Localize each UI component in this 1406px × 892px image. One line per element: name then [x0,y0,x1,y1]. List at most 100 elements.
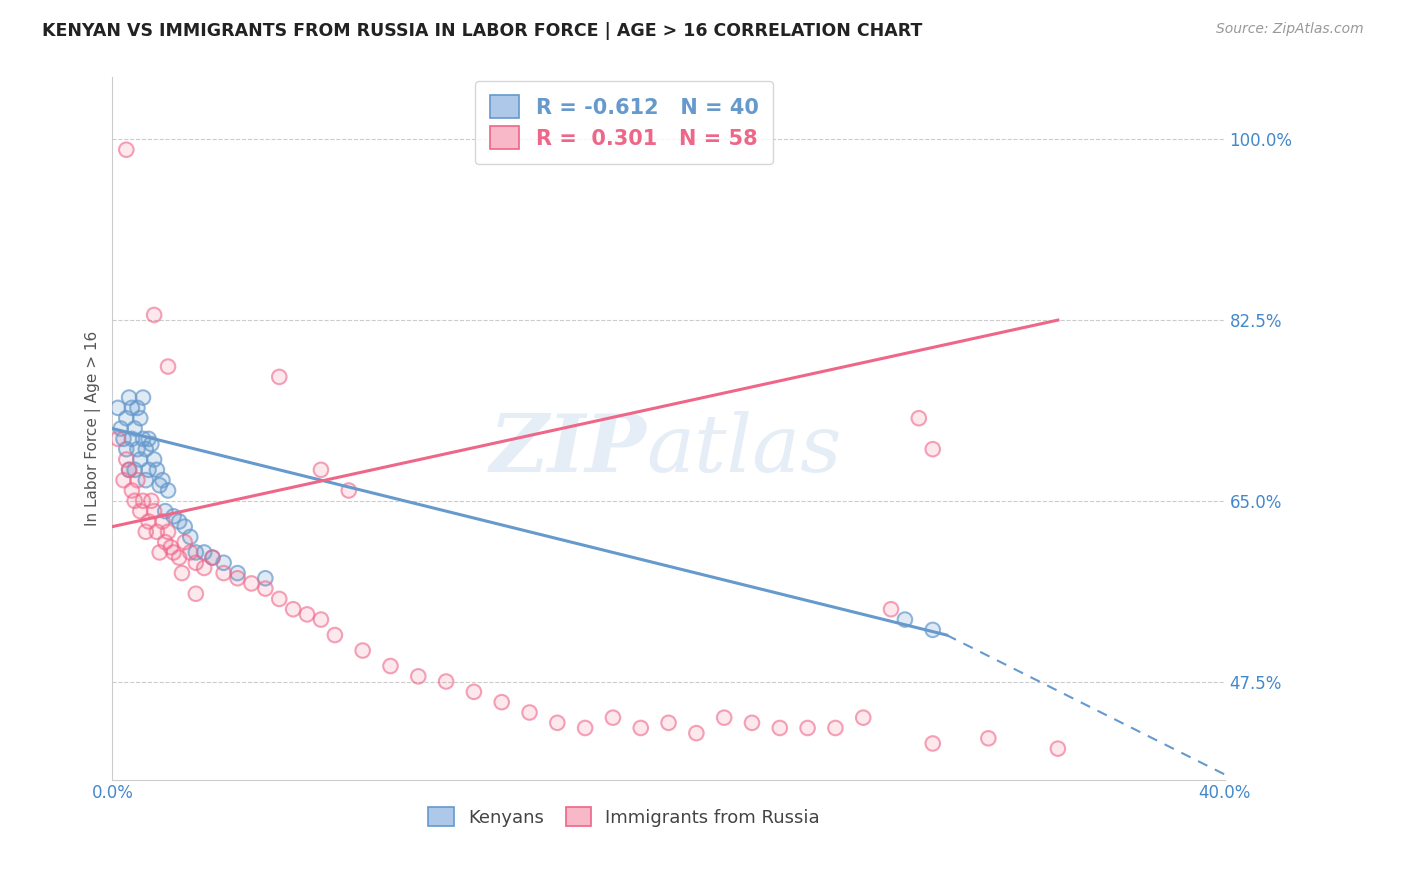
Point [141,437,163,451]
Point [143,452,166,467]
Legend: Kenyans, Immigrants from Russia: Kenyans, Immigrants from Russia [420,800,827,834]
Point [143,308,166,322]
Point [179,530,201,544]
Point [115,143,138,157]
Point [138,463,160,477]
Point [254,571,277,585]
Point [152,515,174,529]
Point [193,561,215,575]
Point [226,566,249,580]
Point [323,628,346,642]
Point [129,411,152,425]
Point [162,509,184,524]
Point [167,515,190,529]
Point [824,721,846,735]
Point [685,726,707,740]
Point [124,463,146,477]
Point [127,442,149,457]
Point [159,541,181,555]
Point [121,401,143,415]
Point [894,613,917,627]
Point [380,659,402,673]
Point [135,473,157,487]
Point [269,370,291,384]
Point [713,711,735,725]
Point [880,602,903,616]
Point [380,659,402,673]
Point [129,452,152,467]
Point [155,504,177,518]
Point [143,452,166,467]
Point [129,504,152,518]
Point [283,602,305,616]
Point [212,556,235,570]
Point [152,473,174,487]
Point [112,432,135,446]
Point [143,504,166,518]
Point [658,715,681,730]
Point [269,370,291,384]
Point [824,721,846,735]
Point [138,432,160,446]
Point [408,669,430,683]
Point [135,524,157,539]
Point [155,535,177,549]
Point [908,411,931,425]
Point [309,463,332,477]
Point [184,556,207,570]
Point [157,524,180,539]
Point [127,401,149,415]
Point [212,556,235,570]
Point [112,432,135,446]
Point [630,721,652,735]
Point [434,674,457,689]
Point [630,721,652,735]
Point [127,401,149,415]
Point [880,602,903,616]
Point [124,463,146,477]
Point [295,607,318,622]
Point [110,421,132,435]
Point [283,602,305,616]
Point [352,643,374,657]
Point [138,515,160,529]
Point [149,545,172,559]
Point [201,550,224,565]
Point [173,519,195,533]
Point [132,493,155,508]
Point [212,566,235,580]
Point [170,566,193,580]
Point [141,493,163,508]
Point [162,509,184,524]
Point [309,463,332,477]
Point [121,401,143,415]
Point [796,721,818,735]
Point [769,721,792,735]
Point [201,550,224,565]
Point [146,463,169,477]
Point [129,452,152,467]
Point [184,556,207,570]
Point [157,483,180,498]
Point [115,442,138,457]
Point [921,623,943,637]
Point [1046,741,1069,756]
Point [129,411,152,425]
Point [132,391,155,405]
Point [212,566,235,580]
Point [796,721,818,735]
Point [269,591,291,606]
Point [115,452,138,467]
Point [173,535,195,549]
Point [124,421,146,435]
Point [574,721,596,735]
Point [519,706,541,720]
Text: atlas: atlas [647,411,842,488]
Point [132,493,155,508]
Point [921,623,943,637]
Point [546,715,568,730]
Point [118,463,141,477]
Point [152,515,174,529]
Point [1046,741,1069,756]
Point [179,530,201,544]
